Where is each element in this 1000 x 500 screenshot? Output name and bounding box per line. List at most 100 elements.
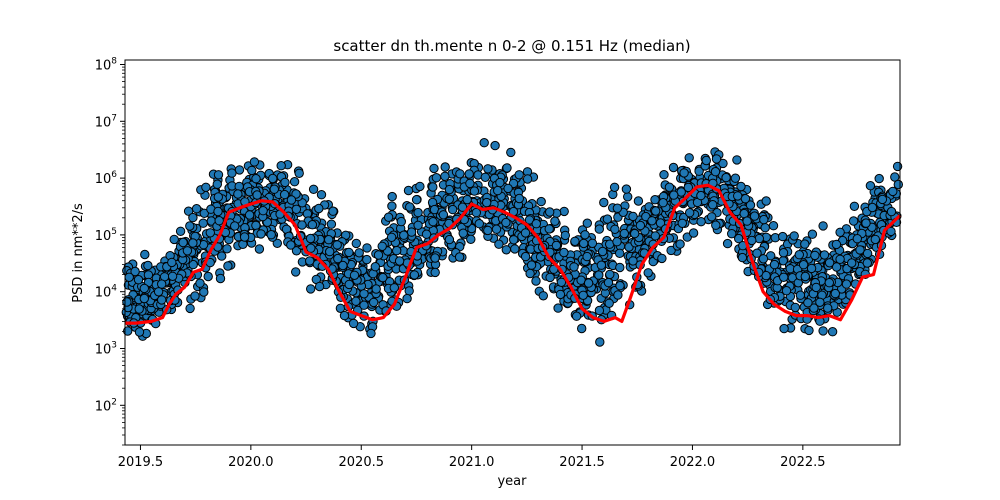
x-tick-label: 2021.0 [449, 455, 495, 470]
scatter-point [545, 207, 555, 217]
scatter-point [696, 190, 706, 201]
scatter-point [798, 260, 809, 270]
scatter-point [188, 212, 198, 223]
scatter-point [214, 216, 224, 226]
scatter-point [708, 200, 718, 210]
scatter-point [668, 162, 679, 173]
scatter-point [555, 289, 566, 300]
scatter-point [893, 179, 903, 190]
scatter-point [803, 298, 813, 308]
scatter-point [276, 161, 286, 171]
scatter-point [615, 248, 625, 259]
scatter-point [531, 219, 541, 229]
scatter-point [835, 227, 845, 238]
scatter-point [291, 267, 301, 277]
chart-title: scatter dn th.mente n 0-2 @ 0.151 Hz (me… [333, 37, 690, 55]
scatter-point [392, 245, 402, 256]
scatter-point [430, 267, 440, 278]
scatter-point [411, 195, 422, 205]
scatter-point [794, 250, 804, 260]
scatter-point [438, 210, 449, 220]
scatter-point [483, 225, 493, 236]
scatter-point [730, 173, 741, 183]
scatter-point [227, 168, 237, 178]
x-tick-label: 2020.5 [339, 455, 385, 470]
scatter-point [339, 310, 350, 321]
scatter-point [359, 289, 369, 299]
scatter-point [349, 270, 360, 280]
y-axis-label: PSD in nm**2/s [71, 203, 86, 303]
scatter-point [289, 177, 300, 187]
scatter-point [458, 228, 468, 238]
scatter-point [711, 154, 722, 164]
scatter-point [252, 190, 262, 200]
scatter-point [362, 254, 372, 265]
scatter-point [569, 262, 579, 272]
x-axis: 2019.5 2020.0 2020.5 2021.0 2021.5 2022.0 2022… [118, 445, 826, 470]
scatter-point [268, 173, 278, 184]
scatter-point [251, 174, 261, 184]
y-tick-label: 108 [95, 56, 118, 73]
scatter-point [635, 220, 646, 231]
scatter-point [213, 206, 223, 217]
scatter-point [306, 243, 316, 253]
scatter-point [190, 291, 200, 301]
scatter-point [465, 178, 475, 189]
scatter-point [466, 234, 476, 245]
scatter-point [258, 206, 268, 216]
scatter-point [251, 220, 261, 231]
scatter-point [556, 277, 567, 287]
scatter-point [272, 238, 282, 249]
scatter-point [579, 238, 589, 249]
scatter-point [559, 206, 569, 217]
scatter-point [841, 279, 852, 289]
scatter-point [483, 164, 493, 174]
scatter-point [124, 272, 134, 282]
scatter-point [544, 224, 554, 234]
x-tick-label: 2020.0 [228, 455, 274, 470]
scatter-point [134, 327, 145, 337]
scatter-point [781, 286, 792, 296]
scatter-point [279, 189, 290, 200]
y-tick-label: 105 [95, 227, 117, 244]
scatter-point [314, 203, 324, 214]
y-axis: 102 103 104 105 106 107 108 [95, 56, 125, 446]
scatter-point [536, 196, 546, 207]
scatter-point [494, 239, 504, 249]
scatter-point [510, 244, 520, 254]
scatter-point [551, 240, 562, 251]
scatter-point [612, 237, 622, 247]
scatter-point [578, 290, 588, 300]
scatter-point [818, 326, 828, 336]
scatter-point [550, 216, 560, 226]
x-tick-label: 2022.0 [670, 455, 716, 470]
scatter-point [351, 296, 361, 306]
scatter-point [389, 283, 399, 293]
scatter-point [815, 297, 825, 307]
scatter-point [522, 174, 533, 184]
scatter-point [865, 181, 876, 191]
scatter-point [305, 256, 315, 266]
scatter-point [740, 194, 751, 204]
scatter-point [553, 303, 563, 313]
scatter-point [819, 250, 830, 260]
scatter-point [623, 192, 633, 202]
scatter-point [217, 251, 227, 261]
scatter-point [619, 228, 629, 239]
scatter-point [745, 200, 756, 210]
scatter-point [291, 204, 302, 215]
scatter-point [874, 173, 884, 184]
scatter-point [886, 226, 896, 237]
scatter-point [577, 323, 587, 334]
scatter-point [823, 303, 833, 313]
scatter-point [778, 231, 788, 242]
scatter-point [861, 218, 871, 228]
scatter-point [835, 254, 845, 264]
scatter-point [779, 272, 789, 282]
scatter-point [134, 304, 144, 314]
scatter-point [199, 208, 210, 219]
scatter-point [222, 244, 232, 254]
scatter-point [892, 161, 903, 172]
scatter-point [779, 323, 789, 334]
scatter-point [650, 195, 660, 205]
